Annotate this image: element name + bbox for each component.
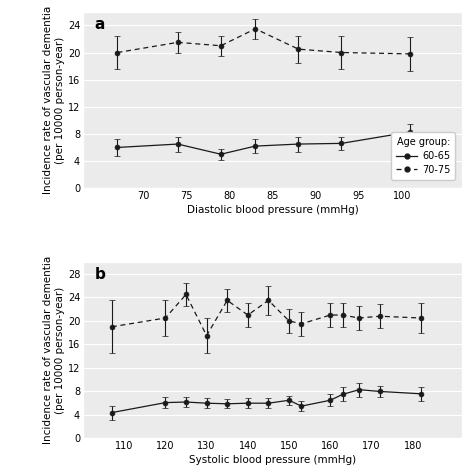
Y-axis label: Incidence rate of vascular dementia
(per 10000 person-year): Incidence rate of vascular dementia (per… (44, 256, 65, 445)
Y-axis label: Incidence rate of vascular dementia
(per 10000 person-year): Incidence rate of vascular dementia (per… (44, 6, 65, 194)
X-axis label: Systolic blood pressure (mmHg): Systolic blood pressure (mmHg) (189, 456, 356, 465)
Text: a: a (94, 17, 105, 32)
Text: b: b (94, 267, 105, 283)
X-axis label: Diastolic blood pressure (mmHg): Diastolic blood pressure (mmHg) (187, 205, 358, 215)
Legend: 60-65, 70-75: 60-65, 70-75 (391, 132, 456, 180)
